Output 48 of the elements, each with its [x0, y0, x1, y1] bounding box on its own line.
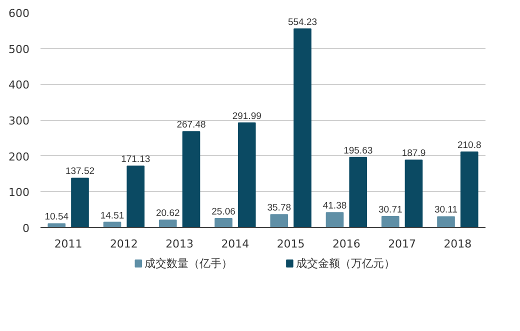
x-tick-label: 2013	[166, 238, 194, 250]
data-label: 14.51	[100, 210, 124, 222]
y-tick-label: 100	[8, 186, 30, 200]
x-tick-label: 2014	[221, 238, 250, 250]
bar	[48, 223, 66, 228]
bar	[326, 212, 344, 228]
y-tick-label: 300	[8, 114, 30, 128]
data-label: 210.8	[457, 140, 482, 151]
x-tick-label: 2017	[388, 238, 416, 250]
data-label: 35.78	[267, 202, 292, 214]
bar	[158, 220, 177, 228]
bar	[71, 178, 89, 228]
data-label: 30.71	[378, 204, 402, 216]
data-label: 137.52	[65, 166, 95, 178]
x-tick-label: 2015	[276, 238, 305, 250]
data-label: 20.62	[156, 208, 180, 220]
x-tick-label: 2018	[444, 238, 472, 250]
data-label: 30.11	[434, 204, 458, 216]
data-label: 171.13	[121, 154, 150, 166]
x-tick-label: 2016	[332, 238, 360, 250]
data-label: 25.06	[212, 206, 236, 218]
data-label: 291.99	[232, 110, 262, 122]
data-label: 267.48	[176, 120, 206, 131]
legend-label: 成交数量（亿手）	[144, 257, 233, 270]
y-tick-label: 500	[8, 42, 30, 56]
data-label: 10.54	[44, 212, 69, 223]
y-tick-label: 0	[22, 222, 30, 235]
bar	[404, 160, 423, 228]
data-label: 187.9	[402, 148, 426, 160]
legend-label: 成交金额（万亿元）	[296, 257, 395, 270]
bar	[238, 122, 256, 228]
y-tick-label: 200	[8, 150, 30, 164]
data-label: 554.23	[288, 16, 318, 28]
bar	[381, 216, 400, 228]
bar	[270, 214, 288, 228]
bar	[460, 151, 478, 228]
data-label: 195.63	[344, 145, 373, 156]
bar	[437, 216, 455, 228]
data-label: 41.38	[322, 200, 347, 212]
bar	[182, 131, 200, 228]
y-tick-label: 400	[8, 78, 30, 92]
bar	[126, 166, 145, 228]
bar	[214, 218, 232, 228]
bar	[349, 156, 368, 228]
bar	[294, 28, 312, 228]
x-tick-label: 2012	[110, 238, 138, 250]
x-tick-label: 2011	[54, 238, 82, 250]
y-tick-label: 600	[8, 7, 30, 20]
